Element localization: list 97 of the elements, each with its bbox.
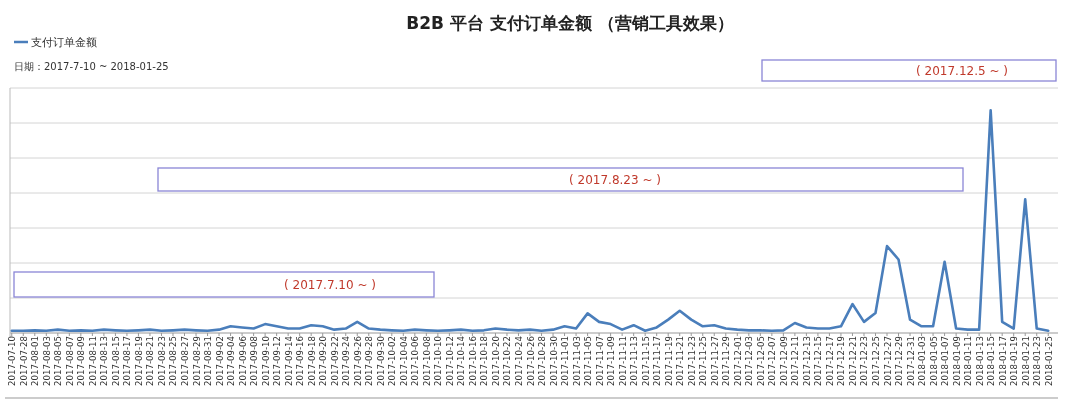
x-tick-label: 2017-08-05 bbox=[53, 336, 64, 386]
x-tick-label: 2017-11-07 bbox=[594, 336, 605, 386]
x-tick-label: 2018-01-19 bbox=[1009, 336, 1020, 386]
x-tick-label: 2017-10-16 bbox=[467, 336, 478, 386]
x-tick-label: 2017-07-10 bbox=[7, 336, 18, 386]
x-tick-label: 2017-12-27 bbox=[882, 336, 893, 386]
x-tick-label: 2017-09-02 bbox=[214, 336, 225, 386]
x-tick-label: 2017-10-18 bbox=[479, 336, 490, 386]
x-tick-label: 2017-09-04 bbox=[226, 336, 237, 386]
x-tick-label: 2018-01-11 bbox=[963, 336, 974, 386]
x-tick-label: 2017-08-13 bbox=[99, 336, 110, 386]
x-tick-label: 2017-11-23 bbox=[686, 336, 697, 386]
annotation: ( 2017.7.10 ~ ) bbox=[284, 278, 376, 292]
x-tick-label: 2017-12-05 bbox=[755, 336, 766, 386]
x-tick-label: 2017-09-18 bbox=[306, 336, 317, 386]
x-tick-label: 2017-11-09 bbox=[606, 336, 617, 386]
x-tick-label: 2017-12-29 bbox=[894, 336, 905, 386]
x-tick-label: 2017-12-31 bbox=[905, 336, 916, 386]
x-tick-label: 2018-01-23 bbox=[1032, 336, 1043, 386]
x-tick-label: 2017-10-02 bbox=[387, 336, 398, 386]
x-tick-label: 2017-08-01 bbox=[30, 336, 41, 386]
x-tick-label: 2017-11-29 bbox=[721, 336, 732, 386]
x-tick-label: 2017-12-09 bbox=[778, 336, 789, 386]
chart-subtitle: 日期：2017-7-10 ~ 2018-01-25 bbox=[14, 61, 169, 72]
x-tick-label: 2017-10-30 bbox=[548, 336, 559, 386]
x-tick-label: 2017-10-06 bbox=[410, 336, 421, 386]
x-tick-label: 2017-09-24 bbox=[341, 336, 352, 386]
x-tick-label: 2017-08-09 bbox=[76, 336, 87, 386]
x-tick-label: 2017-09-06 bbox=[237, 336, 248, 386]
x-tick-label: 2017-11-13 bbox=[629, 336, 640, 386]
x-tick-label: 2017-08-27 bbox=[180, 336, 191, 386]
x-tick-label: 2017-12-03 bbox=[744, 336, 755, 386]
x-tick-label: 2017-12-19 bbox=[836, 336, 847, 386]
x-tick-label: 2017-09-16 bbox=[295, 336, 306, 386]
x-tick-label: 2017-11-05 bbox=[583, 336, 594, 386]
x-tick-label: 2017-10-14 bbox=[456, 336, 467, 386]
x-tick-label: 2018-01-07 bbox=[940, 336, 951, 386]
x-tick-label: 2017-12-21 bbox=[847, 336, 858, 386]
legend-label: 支付订单金额 bbox=[31, 36, 97, 49]
x-tick-label: 2018-01-09 bbox=[951, 336, 962, 386]
x-tick-label: 2017-12-25 bbox=[870, 336, 881, 386]
x-tick-label: 2017-10-26 bbox=[525, 336, 536, 386]
x-tick-label: 2018-01-17 bbox=[997, 336, 1008, 386]
x-tick-label: 2017-10-20 bbox=[490, 336, 501, 386]
x-tick-label: 2017-08-23 bbox=[156, 336, 167, 386]
x-tick-label: 2018-01-25 bbox=[1043, 336, 1054, 386]
x-tick-label: 2017-08-03 bbox=[41, 336, 52, 386]
x-tick-label: 2017-09-22 bbox=[329, 336, 340, 386]
x-tick-label: 2017-09-10 bbox=[260, 336, 271, 386]
x-tick-label: 2018-01-13 bbox=[974, 336, 985, 386]
x-tick-label: 2017-11-15 bbox=[640, 336, 651, 386]
x-tick-label: 2017-08-21 bbox=[145, 336, 156, 386]
x-tick-label: 2017-10-22 bbox=[502, 336, 513, 386]
x-tick-label: 2017-11-17 bbox=[652, 336, 663, 386]
annotation: ( 2017.8.23 ~ ) bbox=[569, 173, 661, 187]
x-tick-label: 2017-11-21 bbox=[675, 336, 686, 386]
x-tick-label: 2017-12-13 bbox=[801, 336, 812, 386]
x-tick-label: 2017-11-19 bbox=[663, 336, 674, 386]
x-tick-label: 2018-01-05 bbox=[928, 336, 939, 386]
x-tick-label: 2017-12-15 bbox=[813, 336, 824, 386]
x-tick-label: 2018-01-21 bbox=[1020, 336, 1031, 386]
x-tick-label: 2017-12-11 bbox=[790, 336, 801, 386]
x-tick-label: 2017-10-28 bbox=[537, 336, 548, 386]
x-tick-label: 2017-09-28 bbox=[364, 336, 375, 386]
x-tick-label: 2017-11-11 bbox=[617, 336, 628, 386]
x-tick-label: 2017-12-17 bbox=[824, 336, 835, 386]
x-tick-label: 2017-09-08 bbox=[249, 336, 260, 386]
x-tick-label: 2018-01-15 bbox=[986, 336, 997, 386]
x-tick-label: 2017-12-07 bbox=[767, 336, 778, 386]
x-tick-label: 2017-08-07 bbox=[64, 336, 75, 386]
x-tick-label: 2017-10-24 bbox=[513, 336, 524, 386]
x-tick-label: 2017-10-04 bbox=[398, 336, 409, 386]
x-tick-label: 2017-09-26 bbox=[352, 336, 363, 386]
x-tick-label: 2017-07-28 bbox=[18, 336, 29, 386]
x-tick-label: 2017-09-20 bbox=[318, 336, 329, 386]
x-tick-label: 2017-09-30 bbox=[375, 336, 386, 386]
x-tick-label: 2017-11-03 bbox=[571, 336, 582, 386]
x-tick-label: 2017-08-25 bbox=[168, 336, 179, 386]
x-tick-label: 2018-01-03 bbox=[917, 336, 928, 386]
x-tick-label: 2017-08-11 bbox=[87, 336, 98, 386]
x-tick-label: 2017-08-15 bbox=[110, 336, 121, 386]
x-tick-label: 2017-10-08 bbox=[421, 336, 432, 386]
x-tick-label: 2017-09-14 bbox=[283, 336, 294, 386]
x-tick-label: 2017-08-19 bbox=[133, 336, 144, 386]
x-tick-label: 2017-11-01 bbox=[560, 336, 571, 386]
text: ( 2017.12.5 ~ ) bbox=[916, 64, 1008, 78]
x-tick-label: 2017-09-12 bbox=[272, 336, 283, 386]
x-tick-label: 2017-08-17 bbox=[122, 336, 133, 386]
x-tick-label: 2017-12-23 bbox=[859, 336, 870, 386]
x-tick-label: 2017-12-01 bbox=[732, 336, 743, 386]
x-tick-label: 2017-10-10 bbox=[433, 336, 444, 386]
x-tick-label: 2017-11-25 bbox=[698, 336, 709, 386]
chart-title: B2B 平台 支付订单金额 （营销工具效果） bbox=[406, 13, 734, 33]
x-tick-label: 2017-10-12 bbox=[444, 336, 455, 386]
x-tick-label: 2017-08-29 bbox=[191, 336, 202, 386]
x-tick-label: 2017-08-31 bbox=[203, 336, 214, 386]
x-tick-label: 2017-11-27 bbox=[709, 336, 720, 386]
